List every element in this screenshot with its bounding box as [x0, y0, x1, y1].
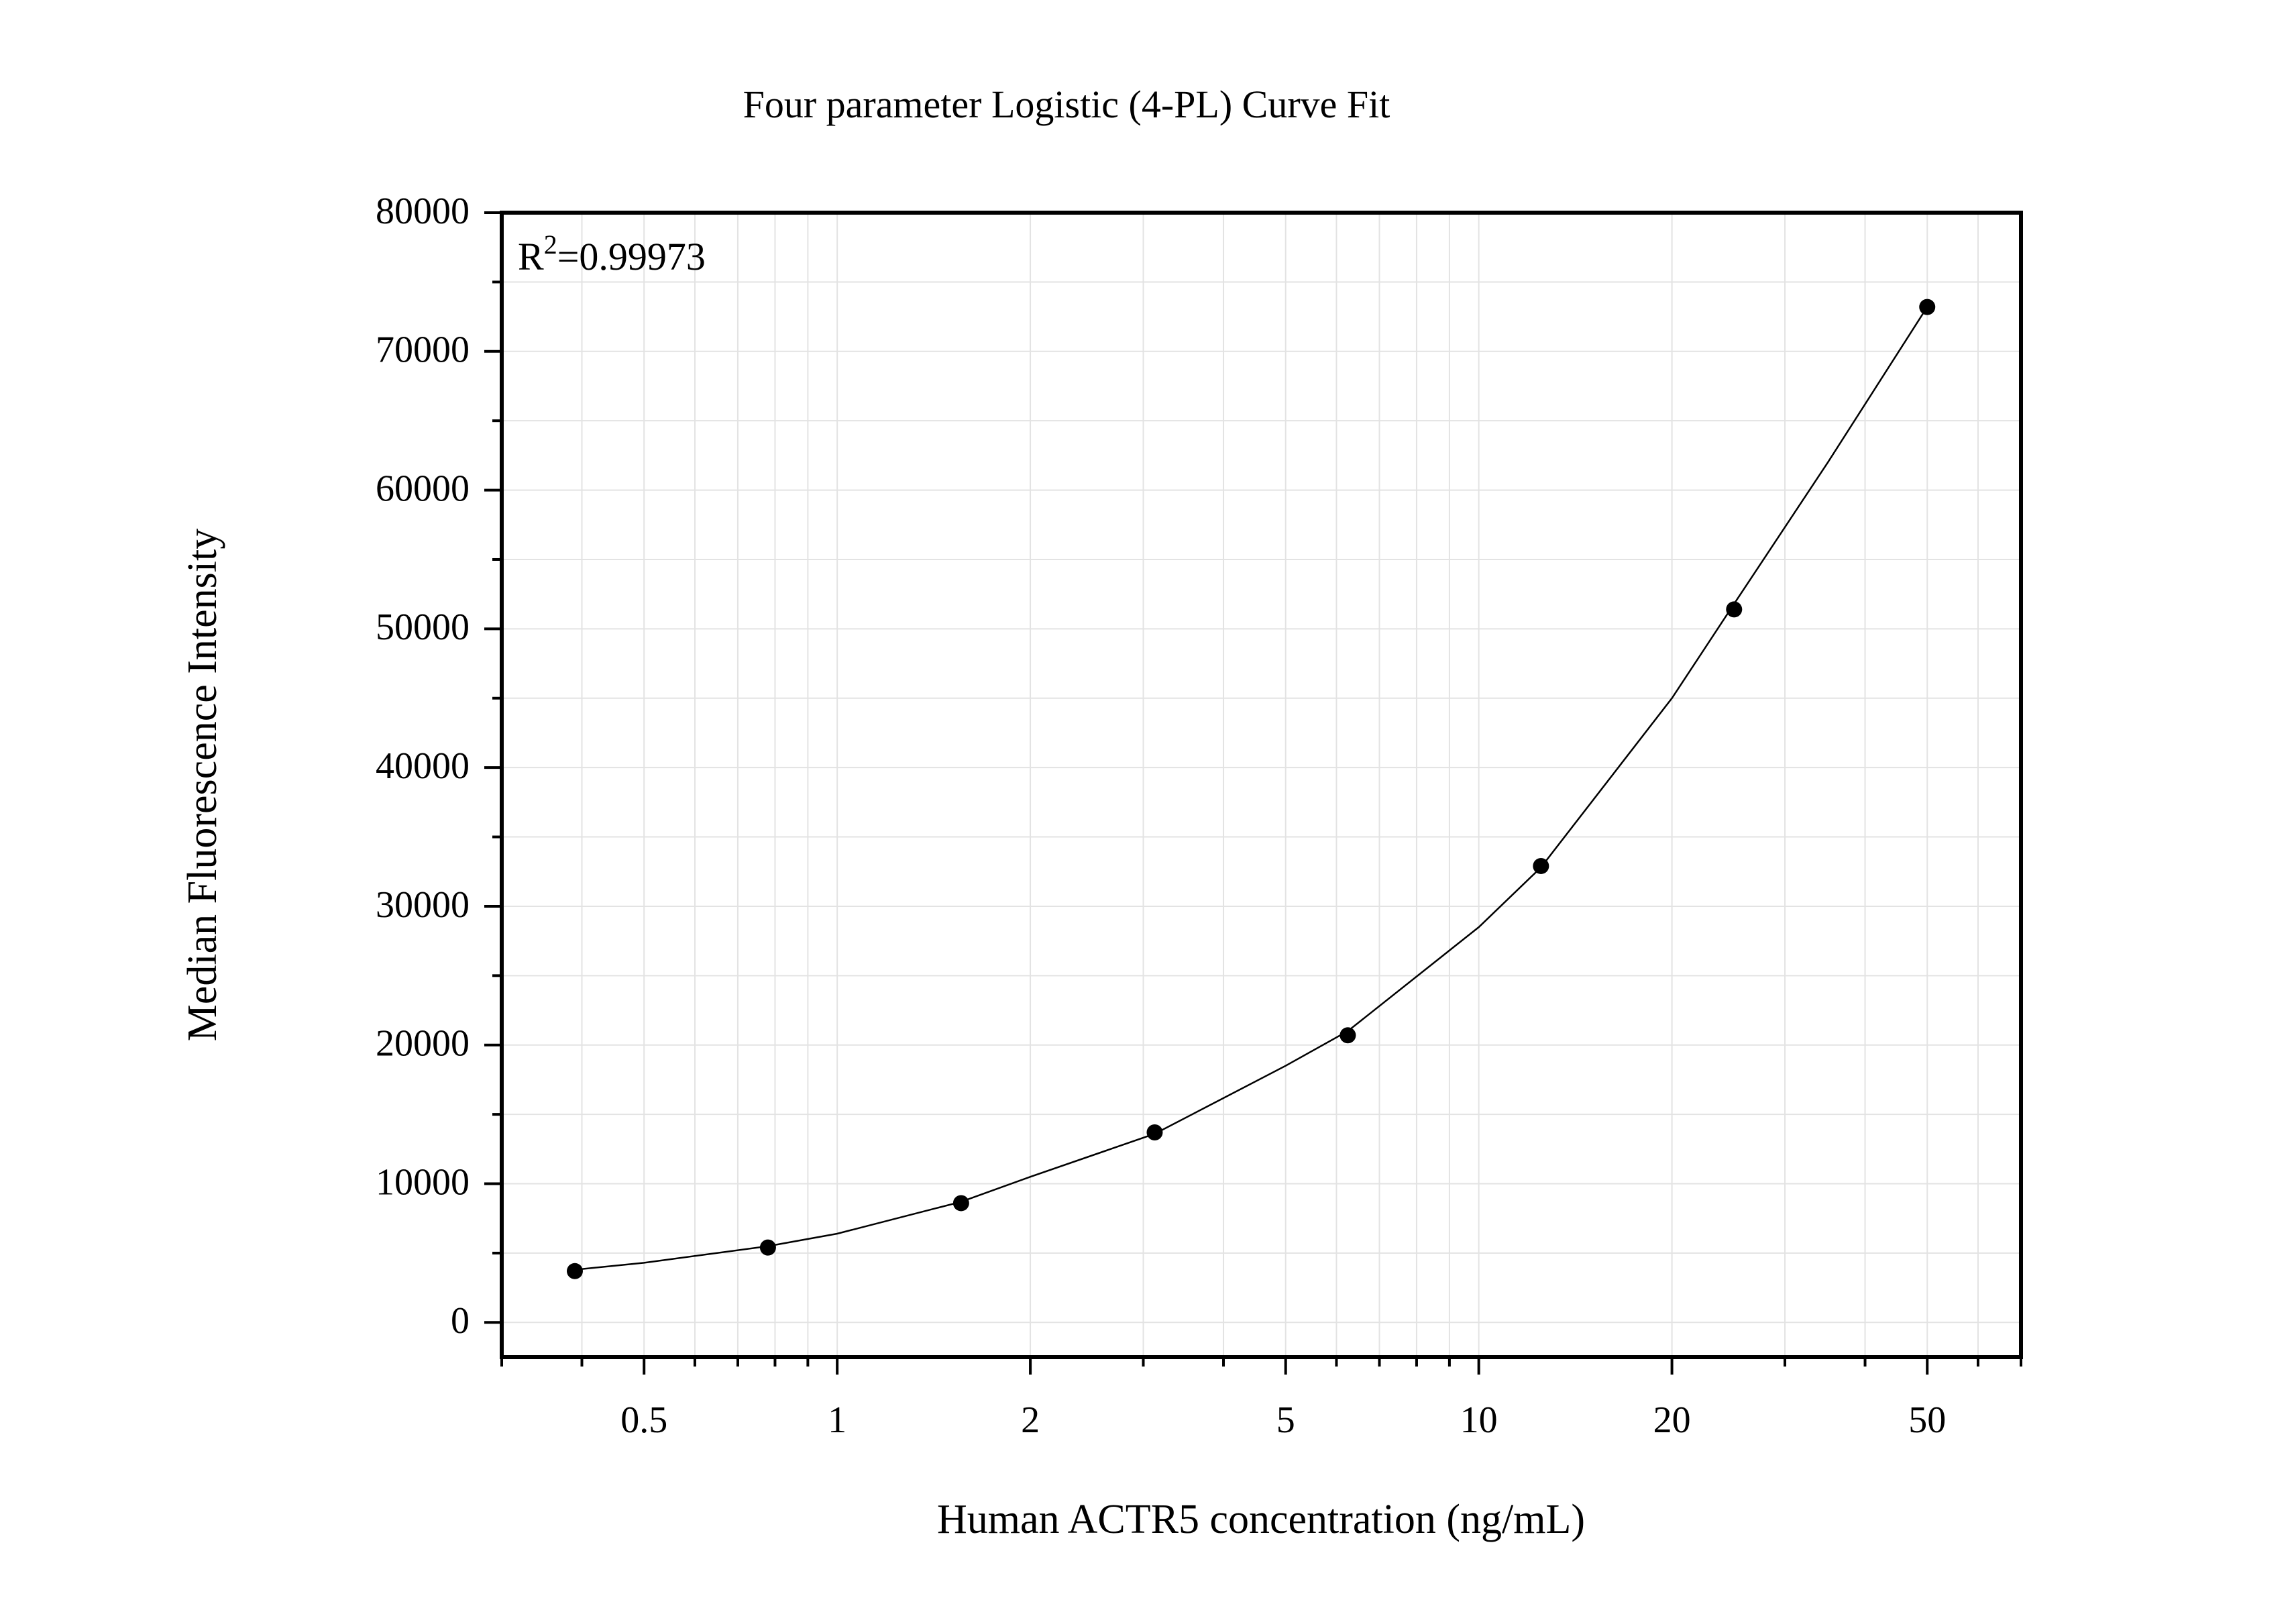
grid-lines — [501, 212, 2022, 1357]
data-point — [566, 1263, 583, 1279]
data-points — [566, 299, 1936, 1279]
y-tick-label: 20000 — [376, 1023, 470, 1065]
axis-ticks — [484, 211, 2022, 1375]
y-axis-label: Median Fluorescence Intensity — [180, 529, 225, 1041]
x-tick-label: 0.5 — [620, 1399, 667, 1441]
y-tick-labels: 0 10000 20000 30000 40000 50000 60000 70000 8000… — [376, 191, 470, 1342]
x-tick-label: 20 — [1653, 1399, 1691, 1441]
fit-curve — [574, 306, 1928, 1271]
chart-title: Four parameter Logistic (4-PL) Curve Fit — [743, 83, 1390, 126]
y-tick-label: 30000 — [376, 884, 470, 926]
x-tick-label: 1 — [828, 1399, 846, 1441]
y-tick-label: 60000 — [376, 468, 470, 509]
data-point — [952, 1195, 969, 1212]
data-point — [759, 1239, 776, 1256]
data-point — [1533, 857, 1549, 874]
y-tick-label: 80000 — [376, 191, 470, 232]
data-point — [1340, 1027, 1356, 1044]
x-tick-labels: 0.5 1 2 5 10 20 50 — [620, 1399, 1946, 1441]
y-tick-label: 50000 — [376, 606, 470, 648]
plot-frame — [500, 211, 2023, 1359]
x-axis-label: Human ACTR5 concentration (ng/mL) — [937, 1497, 1585, 1542]
y-tick-label: 0 — [451, 1300, 470, 1342]
data-point — [1726, 601, 1743, 618]
y-tick-label: 10000 — [376, 1161, 470, 1203]
y-tick-label: 70000 — [376, 329, 470, 371]
data-point — [1146, 1124, 1163, 1141]
y-tick-label: 40000 — [376, 745, 470, 787]
fit-curve-layer — [574, 306, 1928, 1271]
x-tick-label: 50 — [1908, 1399, 1946, 1441]
r-squared-annotation: R2=0.99973 — [518, 229, 706, 278]
x-tick-label: 2 — [1021, 1399, 1040, 1441]
x-tick-label: 5 — [1276, 1399, 1295, 1441]
data-point — [1919, 299, 1936, 315]
x-tick-label: 10 — [1460, 1399, 1498, 1441]
